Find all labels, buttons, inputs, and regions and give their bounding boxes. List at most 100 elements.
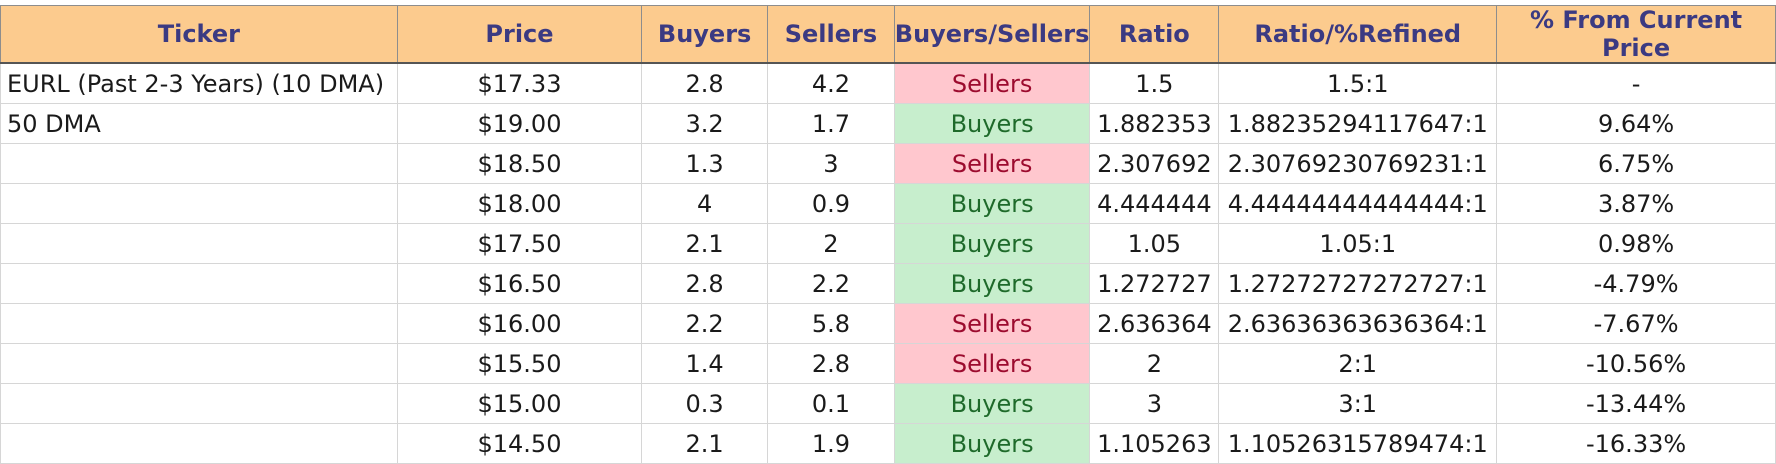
header-ratio[interactable]: Ratio — [1089, 5, 1220, 64]
table-body: EURL (Past 2-3 Years) (10 DMA) $17.33 2.8 4… — [0, 62, 1776, 464]
cell-buyers[interactable]: 1.3 — [641, 143, 769, 184]
cell-ratio-refined[interactable]: 1.27272727272727:1 — [1218, 263, 1498, 304]
cell-buyers-sellers[interactable]: Buyers — [893, 103, 1091, 144]
cell-pct-from-current[interactable]: 6.75% — [1496, 143, 1776, 184]
cell-ratio-refined[interactable]: 3:1 — [1218, 383, 1498, 424]
cell-price[interactable]: $15.00 — [396, 383, 643, 424]
cell-buyers[interactable]: 2.1 — [641, 223, 769, 264]
cell-ratio[interactable]: 1.05 — [1089, 223, 1220, 264]
cell-buyers[interactable]: 0.3 — [641, 383, 769, 424]
cell-sellers[interactable]: 5.8 — [767, 303, 895, 344]
cell-sellers[interactable]: 4.2 — [767, 62, 895, 104]
header-row: Ticker Price Buyers Sellers Buyers/Selle… — [0, 5, 1776, 64]
table-row: 50 DMA $19.00 3.2 1.7 Buyers 1.882353 1.882352… — [0, 103, 1776, 144]
cell-ticker[interactable] — [0, 143, 398, 184]
cell-ticker[interactable] — [0, 183, 398, 224]
table-row: $18.00 4 0.9 Buyers 4.444444 4.44444444444444… — [0, 183, 1776, 224]
cell-pct-from-current[interactable]: -7.67% — [1496, 303, 1776, 344]
cell-buyers[interactable]: 2.8 — [641, 62, 769, 104]
cell-pct-from-current[interactable]: 3.87% — [1496, 183, 1776, 224]
cell-buyers-sellers[interactable]: Sellers — [893, 143, 1091, 184]
cell-price[interactable]: $18.00 — [396, 183, 643, 224]
cell-buyers-sellers[interactable]: Buyers — [893, 183, 1091, 224]
cell-price[interactable]: $16.00 — [396, 303, 643, 344]
cell-sellers[interactable]: 1.7 — [767, 103, 895, 144]
cell-ratio[interactable]: 1.272727 — [1089, 263, 1220, 304]
cell-pct-from-current[interactable]: -16.33% — [1496, 423, 1776, 464]
cell-price[interactable]: $17.33 — [396, 62, 643, 104]
cell-sellers[interactable]: 2.2 — [767, 263, 895, 304]
cell-buyers[interactable]: 3.2 — [641, 103, 769, 144]
cell-ticker[interactable]: EURL (Past 2-3 Years) (10 DMA) — [0, 62, 398, 104]
cell-sellers[interactable]: 2 — [767, 223, 895, 264]
cell-ratio-refined[interactable]: 4.44444444444444:1 — [1218, 183, 1498, 224]
cell-price[interactable]: $16.50 — [396, 263, 643, 304]
cell-buyers[interactable]: 2.8 — [641, 263, 769, 304]
cell-buyers-sellers[interactable]: Sellers — [893, 303, 1091, 344]
cell-ratio[interactable]: 1.5 — [1089, 62, 1220, 104]
cell-ticker[interactable] — [0, 303, 398, 344]
cell-ticker[interactable] — [0, 383, 398, 424]
cell-ratio[interactable]: 4.444444 — [1089, 183, 1220, 224]
cell-ticker[interactable] — [0, 263, 398, 304]
header-sellers[interactable]: Sellers — [767, 5, 895, 64]
cell-buyers[interactable]: 2.1 — [641, 423, 769, 464]
cell-sellers[interactable]: 0.1 — [767, 383, 895, 424]
cell-ratio-refined[interactable]: 1.5:1 — [1218, 62, 1498, 104]
cell-pct-from-current[interactable]: - — [1496, 62, 1776, 104]
cell-ratio-refined[interactable]: 1.10526315789474:1 — [1218, 423, 1498, 464]
cell-ratio[interactable]: 2 — [1089, 343, 1220, 384]
header-price[interactable]: Price — [396, 5, 643, 64]
cell-ratio-refined[interactable]: 2.63636363636364:1 — [1218, 303, 1498, 344]
cell-ticker[interactable] — [0, 223, 398, 264]
header-buyers[interactable]: Buyers — [641, 5, 769, 64]
table-row: $14.50 2.1 1.9 Buyers 1.105263 1.105263157894… — [0, 423, 1776, 464]
cell-buyers-sellers[interactable]: Buyers — [893, 263, 1091, 304]
cell-buyers-sellers[interactable]: Sellers — [893, 343, 1091, 384]
cell-sellers[interactable]: 0.9 — [767, 183, 895, 224]
cell-ratio-refined[interactable]: 1.05:1 — [1218, 223, 1498, 264]
cell-buyers-sellers[interactable]: Sellers — [893, 62, 1091, 104]
cell-ticker[interactable]: 50 DMA — [0, 103, 398, 144]
cell-pct-from-current[interactable]: 0.98% — [1496, 223, 1776, 264]
cell-ratio[interactable]: 1.105263 — [1089, 423, 1220, 464]
cell-buyers-sellers[interactable]: Buyers — [893, 223, 1091, 264]
cell-sellers[interactable]: 2.8 — [767, 343, 895, 384]
cell-ratio-refined[interactable]: 2.30769230769231:1 — [1218, 143, 1498, 184]
cell-pct-from-current[interactable]: -13.44% — [1496, 383, 1776, 424]
header-ratio-refined[interactable]: Ratio/%Refined — [1218, 5, 1498, 64]
header-ticker[interactable]: Ticker — [0, 5, 398, 64]
table-row: $15.00 0.3 0.1 Buyers 3 3:1 -13.44% — [0, 383, 1776, 424]
table-row: EURL (Past 2-3 Years) (10 DMA) $17.33 2.8 4… — [0, 62, 1776, 104]
header-buyers-sellers[interactable]: Buyers/Sellers — [893, 5, 1091, 64]
cell-price[interactable]: $19.00 — [396, 103, 643, 144]
table-row: $15.50 1.4 2.8 Sellers 2 2:1 -10.56% — [0, 343, 1776, 384]
cell-price[interactable]: $15.50 — [396, 343, 643, 384]
table-row: $17.50 2.1 2 Buyers 1.05 1.05:1 0.98% — [0, 223, 1776, 264]
cell-sellers[interactable]: 3 — [767, 143, 895, 184]
cell-pct-from-current[interactable]: -10.56% — [1496, 343, 1776, 384]
cell-ticker[interactable] — [0, 343, 398, 384]
cell-ratio[interactable]: 2.307692 — [1089, 143, 1220, 184]
table-row: $16.00 2.2 5.8 Sellers 2.636364 2.63636363636… — [0, 303, 1776, 344]
cell-buyers[interactable]: 1.4 — [641, 343, 769, 384]
cell-pct-from-current[interactable]: 9.64% — [1496, 103, 1776, 144]
cell-ratio[interactable]: 1.882353 — [1089, 103, 1220, 144]
cell-ratio[interactable]: 2.636364 — [1089, 303, 1220, 344]
cell-buyers[interactable]: 2.2 — [641, 303, 769, 344]
cell-ratio[interactable]: 3 — [1089, 383, 1220, 424]
cell-price[interactable]: $18.50 — [396, 143, 643, 184]
cell-buyers-sellers[interactable]: Buyers — [893, 383, 1091, 424]
header-pct-from-current[interactable]: % From Current Price — [1496, 5, 1776, 64]
cell-buyers[interactable]: 4 — [641, 183, 769, 224]
cell-price[interactable]: $17.50 — [396, 223, 643, 264]
table-row: $16.50 2.8 2.2 Buyers 1.272727 1.272727272727… — [0, 263, 1776, 304]
cell-sellers[interactable]: 1.9 — [767, 423, 895, 464]
cell-ticker[interactable] — [0, 423, 398, 464]
cell-ratio-refined[interactable]: 1.88235294117647:1 — [1218, 103, 1498, 144]
cell-ratio-refined[interactable]: 2:1 — [1218, 343, 1498, 384]
cell-price[interactable]: $14.50 — [396, 423, 643, 464]
cell-buyers-sellers[interactable]: Buyers — [893, 423, 1091, 464]
cell-pct-from-current[interactable]: -4.79% — [1496, 263, 1776, 304]
